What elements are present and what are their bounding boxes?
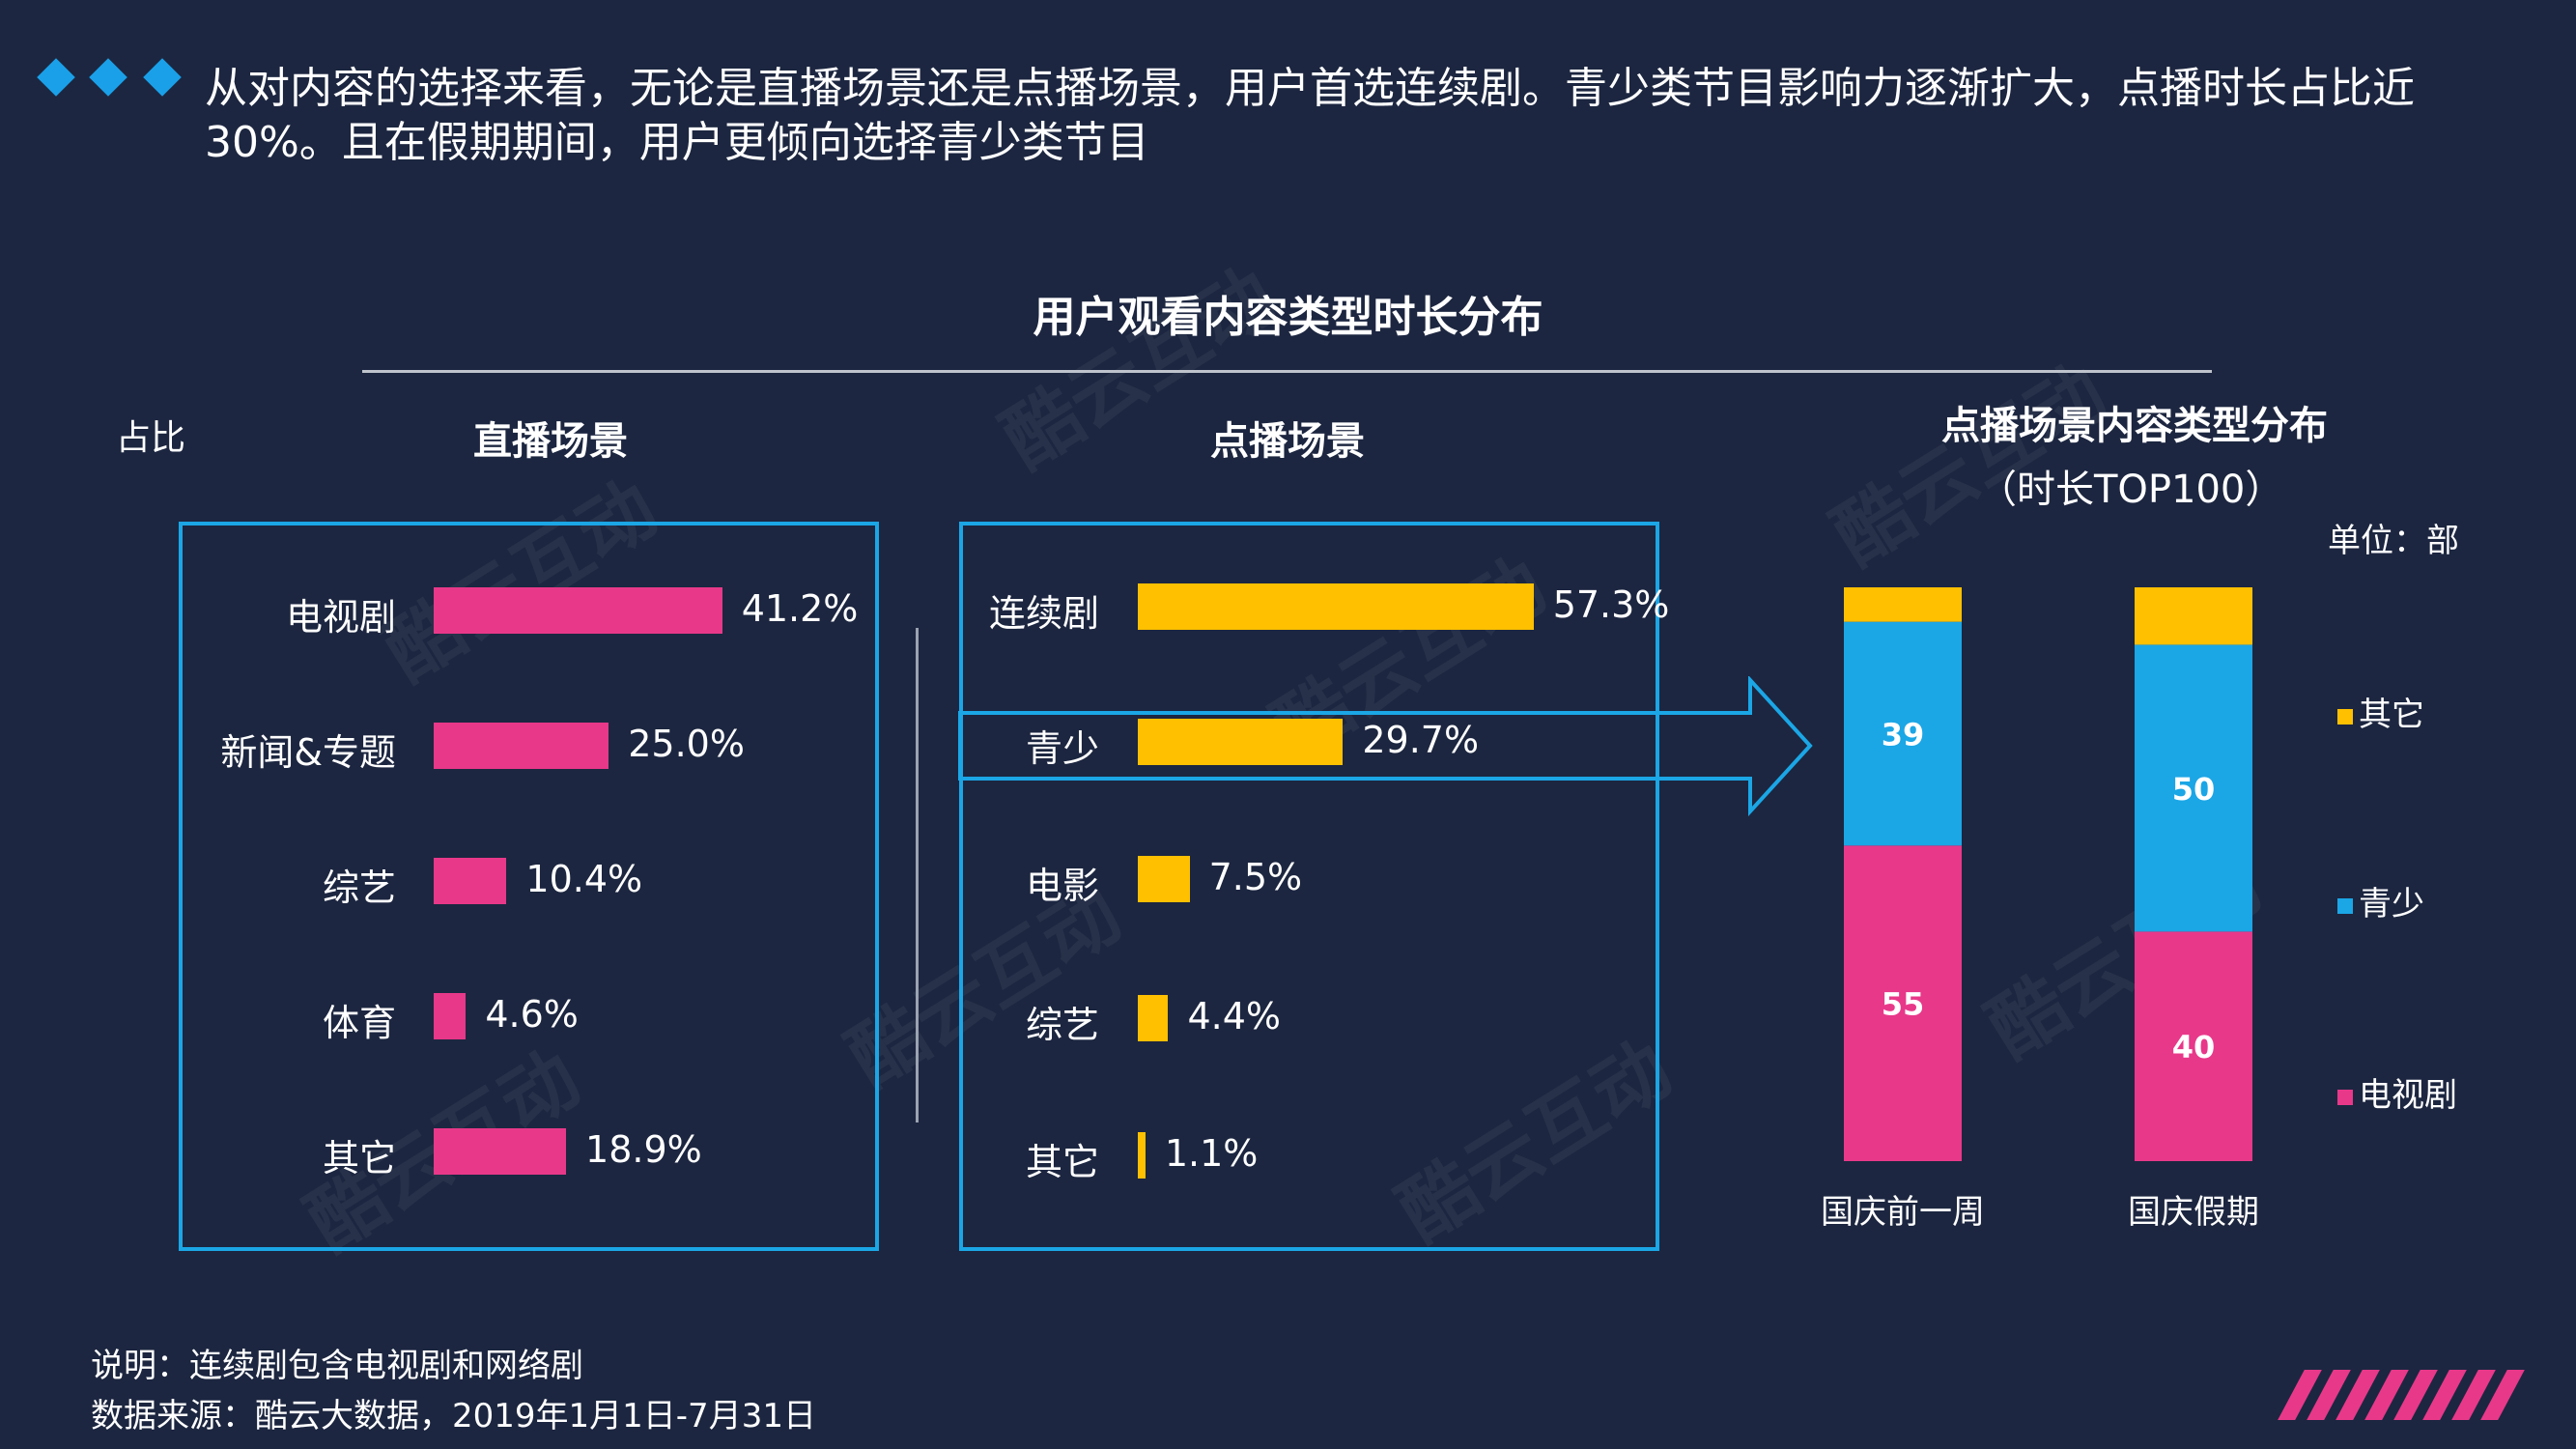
vod-bar <box>1138 856 1190 902</box>
live-category-label: 电视剧 <box>285 596 396 639</box>
stack-category-label: 国庆前一周 <box>1821 1193 1985 1232</box>
live-bar <box>434 587 722 634</box>
chart-group-title: 用户观看内容类型时长分布 <box>1033 293 1543 342</box>
live-category-label: 新闻&专题 <box>220 731 396 774</box>
title-divider <box>362 370 2212 373</box>
live-category-label: 综艺 <box>322 867 396 909</box>
vod-bar <box>1138 995 1169 1041</box>
live-panel-frame <box>179 522 879 1251</box>
stacked-bar-chart: 55 39 国庆前一周 40 50 国庆假期 <box>1821 587 2259 1232</box>
stack-value-label: 50 <box>2172 771 2216 808</box>
stack-value-label: 55 <box>1882 986 1925 1023</box>
vod-panel-frame <box>959 522 1659 1251</box>
legend-label: 其它 <box>2359 696 2424 734</box>
stack-segment <box>2135 644 2252 932</box>
stack-segment <box>2135 587 2252 645</box>
legend-item-tv: 电视剧 <box>2337 1068 2457 1116</box>
panel-divider <box>916 628 919 1122</box>
live-value-label: 41.2% <box>741 587 859 630</box>
vod-category-label: 连续剧 <box>988 592 1099 635</box>
legend-label: 电视剧 <box>2359 1076 2457 1115</box>
unit-label: 单位：部 <box>2328 522 2459 560</box>
vod-value-label: 57.3% <box>1552 583 1670 626</box>
legend-item-other: 其它 <box>2337 688 2424 735</box>
legend-label: 青少 <box>2359 885 2424 923</box>
vod-bar <box>1138 719 1344 765</box>
stack-chart-title: 点播场景内容类型分布 <box>1941 404 2328 448</box>
vod-value-label: 1.1% <box>1164 1132 1259 1175</box>
vod-value-label: 29.7% <box>1362 719 1480 761</box>
live-category-label: 其它 <box>322 1137 396 1179</box>
live-bar <box>434 723 609 769</box>
vod-category-label: 其它 <box>1025 1141 1099 1183</box>
diamond-icon-2 <box>89 58 127 97</box>
live-value-label: 10.4% <box>525 858 643 900</box>
ylabel: 占比 <box>116 418 186 458</box>
highlight-arrow <box>958 676 1813 817</box>
stack-segment <box>2135 931 2252 1161</box>
live-panel-title: 直播场景 <box>473 419 628 464</box>
stack-segment <box>1844 845 1962 1161</box>
headline: 从对内容的选择来看，无论是直播场景还是点播场景，用户首选连续剧。青少类节目影响力… <box>205 64 2415 167</box>
live-bar <box>434 1128 567 1175</box>
footer-note: 说明：连续剧包含电视剧和网络剧 <box>91 1347 583 1385</box>
stack-segment <box>1844 621 1962 846</box>
live-category-label: 体育 <box>322 1002 396 1044</box>
live-value-label: 4.6% <box>485 993 579 1036</box>
live-bar <box>434 993 467 1039</box>
stack-value-label: 40 <box>2172 1029 2216 1065</box>
vod-value-label: 4.4% <box>1187 995 1281 1037</box>
live-value-label: 18.9% <box>585 1128 702 1171</box>
legend-item-youth: 青少 <box>2337 877 2424 924</box>
live-value-label: 25.0% <box>628 723 745 765</box>
stack-category-label: 国庆假期 <box>2128 1193 2259 1232</box>
diamond-icon-1 <box>37 58 75 97</box>
vod-value-label: 7.5% <box>1208 856 1303 898</box>
vod-bar <box>1138 1132 1146 1179</box>
diamond-icon-3 <box>143 58 182 97</box>
vod-category-label: 青少 <box>1025 727 1099 770</box>
live-bar <box>434 858 507 904</box>
stack-value-label: 39 <box>1882 716 1925 753</box>
footer-source: 数据来源：酷云大数据，2019年1月1日-7月31日 <box>91 1397 816 1435</box>
stack-segment <box>1844 587 1962 622</box>
vod-bar <box>1138 583 1534 630</box>
stack-chart-subtitle: （时长TOP100） <box>1978 468 2284 512</box>
vod-category-label: 综艺 <box>1025 1004 1099 1046</box>
vod-panel-title: 点播场景 <box>1210 419 1365 464</box>
vod-category-label: 电影 <box>1025 865 1099 907</box>
